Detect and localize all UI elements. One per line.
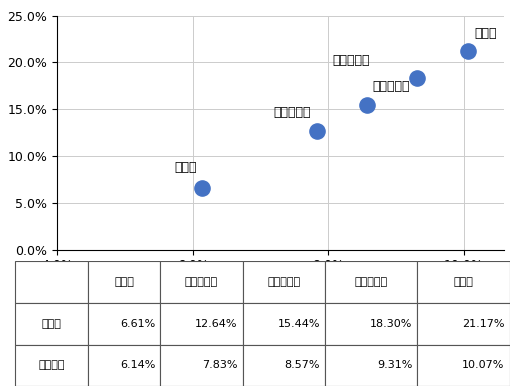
Point: [464, 48, 473, 55]
Point: [362, 102, 371, 108]
Text: やや積極型: やや積極型: [355, 277, 387, 287]
Bar: [88, 261, 160, 303]
Text: 6.14%: 6.14%: [120, 360, 155, 370]
Bar: [160, 303, 242, 344]
Text: 積極型: 積極型: [453, 277, 473, 287]
Bar: [16, 344, 88, 386]
Point: [313, 128, 321, 135]
Text: 9.31%: 9.31%: [377, 360, 412, 370]
Bar: [88, 303, 160, 344]
Text: 標準偏差: 標準偏差: [38, 360, 65, 370]
Text: 収益率: 収益率: [42, 319, 61, 329]
Text: 12.64%: 12.64%: [195, 319, 238, 329]
Text: 積極型: 積極型: [474, 27, 497, 40]
Text: 15.44%: 15.44%: [277, 319, 320, 329]
Bar: [160, 261, 242, 303]
Text: 21.17%: 21.17%: [462, 319, 504, 329]
Text: やや慎重型: やや慎重型: [274, 106, 311, 119]
Text: 10.07%: 10.07%: [462, 360, 504, 370]
Bar: [242, 261, 325, 303]
Bar: [242, 344, 325, 386]
Bar: [16, 303, 88, 344]
Point: [198, 184, 206, 191]
Text: 慎重型: 慎重型: [174, 161, 197, 174]
X-axis label: 標準偏差: 標準偏差: [264, 278, 297, 292]
Text: やや慎重型: やや慎重型: [185, 277, 218, 287]
Text: 8.57%: 8.57%: [284, 360, 320, 370]
Bar: [325, 303, 417, 344]
Text: 7.83%: 7.83%: [202, 360, 238, 370]
Bar: [160, 344, 242, 386]
Text: やや積極型: やや積極型: [332, 54, 370, 67]
Text: 6.61%: 6.61%: [120, 319, 155, 329]
Bar: [417, 344, 510, 386]
Bar: [88, 344, 160, 386]
Text: 18.30%: 18.30%: [370, 319, 412, 329]
Bar: [325, 261, 417, 303]
Bar: [417, 261, 510, 303]
Bar: [325, 344, 417, 386]
Bar: [16, 261, 88, 303]
Text: 慎重型: 慎重型: [114, 277, 134, 287]
Bar: [417, 303, 510, 344]
Point: [413, 75, 421, 82]
Text: バランス型: バランス型: [267, 277, 300, 287]
Text: バランス型: バランス型: [372, 80, 410, 93]
Bar: [242, 303, 325, 344]
